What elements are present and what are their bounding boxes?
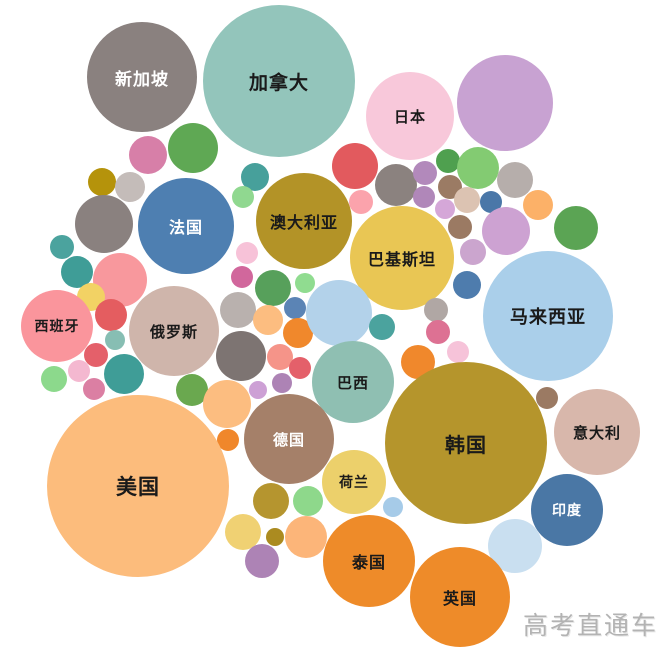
bubble	[460, 239, 486, 265]
bubble	[413, 161, 437, 185]
bubble-泰国: 泰国	[323, 515, 415, 607]
bubble-label: 德国	[272, 430, 305, 449]
bubble-巴西: 巴西	[312, 341, 394, 423]
bubble-label: 泰国	[351, 553, 386, 572]
bubble	[480, 191, 502, 213]
bubble	[95, 299, 127, 331]
bubble	[255, 270, 291, 306]
bubble	[306, 280, 372, 346]
bubble-label: 西班牙	[34, 319, 80, 335]
bubble	[225, 514, 261, 550]
bubble	[523, 190, 553, 220]
bubble-俄罗斯: 俄罗斯	[129, 286, 219, 376]
bubble	[168, 123, 218, 173]
bubble	[289, 357, 311, 379]
bubble	[436, 149, 460, 173]
bubble-label: 印度	[552, 503, 582, 519]
bubble-日本: 日本	[366, 72, 454, 160]
watermark: 高考直通车	[523, 612, 659, 640]
bubble	[41, 366, 67, 392]
bubble-label: 澳大利亚	[269, 213, 338, 232]
bubble	[497, 162, 533, 198]
bubble-德国: 德国	[244, 394, 334, 484]
bubble	[50, 235, 74, 259]
bubble-label: 俄罗斯	[149, 322, 198, 341]
bubble	[295, 273, 315, 293]
bubble	[232, 186, 254, 208]
bubble	[267, 344, 293, 370]
bubble	[88, 168, 116, 196]
bubble-label: 美国	[116, 474, 160, 499]
bubble	[176, 374, 208, 406]
bubble	[447, 341, 469, 363]
bubble	[220, 292, 256, 328]
bubble-韩国: 韩国	[385, 362, 547, 524]
bubble	[448, 215, 472, 239]
bubble-label: 加拿大	[248, 71, 309, 94]
bubble	[84, 343, 108, 367]
bubble	[453, 271, 481, 299]
bubble-label: 巴基斯坦	[367, 250, 436, 269]
bubble-label: 马来西亚	[510, 307, 586, 328]
bubble	[285, 516, 327, 558]
bubble	[426, 320, 450, 344]
bubble	[61, 256, 93, 288]
bubble	[272, 373, 292, 393]
bubble	[435, 199, 455, 219]
bubble-label: 意大利	[572, 423, 621, 442]
bubble-澳大利亚: 澳大利亚	[256, 173, 352, 269]
bubble-label: 巴西	[336, 373, 369, 392]
bubble	[293, 486, 323, 516]
bubble	[231, 266, 253, 288]
bubble	[375, 164, 417, 206]
bubble-印度: 印度	[531, 474, 603, 546]
bubble-label: 日本	[393, 107, 426, 126]
bubble-label: 英国	[442, 589, 477, 608]
bubble-新加坡: 新加坡	[87, 22, 197, 132]
bubble-荷兰: 荷兰	[322, 450, 386, 514]
bubble	[253, 483, 289, 519]
bubble-意大利: 意大利	[554, 389, 640, 475]
bubble	[482, 207, 530, 255]
bubble-label: 荷兰	[339, 475, 369, 491]
bubble	[457, 147, 499, 189]
bubble-加拿大: 加拿大	[203, 5, 355, 157]
bubble	[68, 360, 90, 382]
bubble	[203, 380, 251, 428]
bubble	[554, 206, 598, 250]
bubble-巴基斯坦: 巴基斯坦	[350, 206, 454, 310]
bubble-英国: 英国	[410, 547, 510, 647]
bubble-label: 韩国	[445, 432, 487, 457]
bubble	[75, 195, 133, 253]
bubble	[129, 136, 167, 174]
bubble-label: 法国	[168, 218, 203, 237]
bubble	[217, 429, 239, 451]
bubble	[104, 354, 144, 394]
bubble-美国: 美国	[47, 395, 229, 577]
bubble	[457, 55, 553, 151]
bubble-马来西亚: 马来西亚	[483, 251, 613, 381]
bubble	[369, 314, 395, 340]
bubble	[83, 378, 105, 400]
bubble	[245, 544, 279, 578]
bubble	[349, 190, 373, 214]
bubble	[424, 298, 448, 322]
bubble	[536, 387, 558, 409]
bubble	[249, 381, 267, 399]
bubble	[266, 528, 284, 546]
bubble	[253, 305, 283, 335]
bubble-法国: 法国	[138, 178, 234, 274]
bubble-label: 新加坡	[115, 69, 169, 90]
bubble	[105, 330, 125, 350]
bubble	[454, 187, 480, 213]
bubble	[413, 186, 435, 208]
bubble	[332, 143, 378, 189]
bubble	[115, 172, 145, 202]
bubble	[236, 242, 258, 264]
bubble	[284, 297, 306, 319]
bubble-西班牙: 西班牙	[21, 290, 93, 362]
bubble	[383, 497, 403, 517]
bubble	[216, 331, 266, 381]
